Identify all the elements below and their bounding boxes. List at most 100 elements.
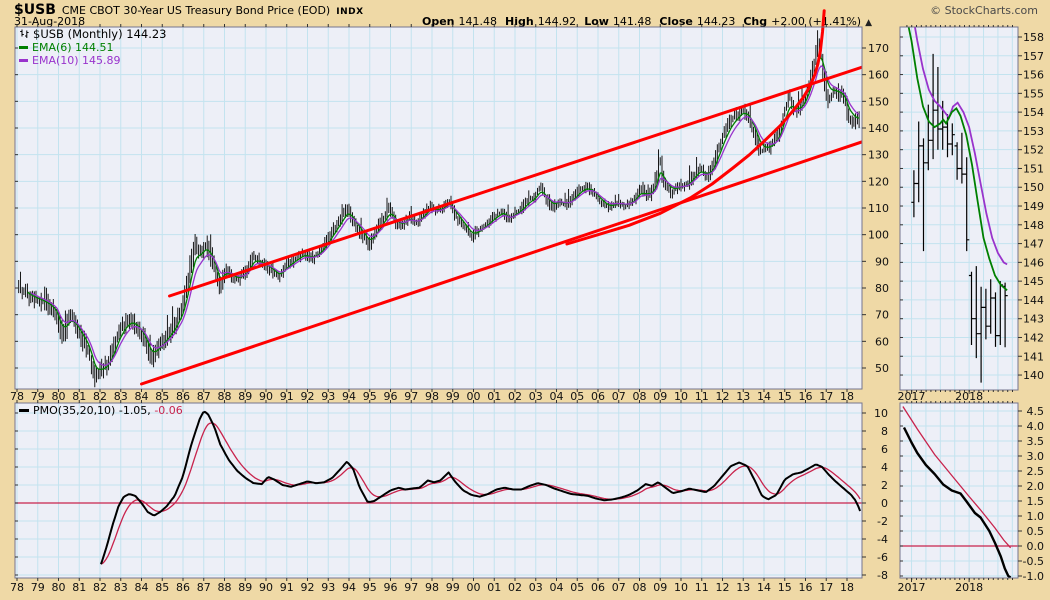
main-price-y-label: 160 <box>868 69 889 82</box>
pmo-legend-text: PMO(35,20,10) -1.05, <box>33 404 151 417</box>
x-year-label: 89 <box>238 581 252 594</box>
pmo-y-label: 6 <box>881 443 888 456</box>
x-year-label: 87 <box>197 390 211 403</box>
x-year-label: 11 <box>695 390 709 403</box>
inset-pmo-y-label: -1.0 <box>1023 570 1044 583</box>
main-price-y-label: 60 <box>875 335 889 348</box>
up-arrow-icon: ▲ <box>865 18 872 28</box>
x-year-label: 13 <box>736 581 750 594</box>
x-year-label: 88 <box>218 390 232 403</box>
inset-x-year-label: 2018 <box>955 390 983 403</box>
pmo-y-label: 10 <box>874 407 888 420</box>
inset-price-y-label: 145 <box>1023 275 1044 288</box>
ohlc-chart-type-icon <box>20 29 29 38</box>
x-year-label: 15 <box>778 390 792 403</box>
x-year-label: 90 <box>259 581 273 594</box>
pmo-y-label: -6 <box>877 551 888 564</box>
x-year-label: 85 <box>155 581 169 594</box>
x-year-label: 88 <box>218 581 232 594</box>
inset-pmo-signal-line <box>902 406 1012 549</box>
x-year-label: 84 <box>135 390 149 403</box>
x-year-label: 94 <box>342 581 356 594</box>
main-price-y-label: 130 <box>868 149 889 162</box>
main-price-y-label: 70 <box>875 309 889 322</box>
inset-price-y-label: 149 <box>1023 200 1044 213</box>
x-year-label: 07 <box>612 390 626 403</box>
x-year-label: 91 <box>280 390 294 403</box>
main-price-y-label: 120 <box>868 175 889 188</box>
x-year-label: 17 <box>819 581 833 594</box>
chart-title: CME CBOT 30-Year US Treasury Bond Price … <box>61 4 331 17</box>
x-year-label: 82 <box>93 390 107 403</box>
inset-price-y-label: 148 <box>1023 219 1044 232</box>
x-year-label: 14 <box>757 581 771 594</box>
inset-price-y-label: 150 <box>1023 181 1044 194</box>
x-year-label: 92 <box>301 390 315 403</box>
pmo-y-label: 2 <box>881 479 888 492</box>
pmo-y-label: -8 <box>877 569 888 582</box>
inset-x-year-label: 2017 <box>898 390 926 403</box>
inset-price-plot-border <box>899 26 1019 391</box>
ema10-line-swatch <box>19 58 28 62</box>
inset-pmo-plot-border <box>899 402 1019 579</box>
x-year-label: 98 <box>425 390 439 403</box>
legend-symbol-text: $USB (Monthly) 144.23 <box>33 27 167 41</box>
inset-pmo-y-label: 3.5 <box>1027 435 1045 448</box>
x-year-label: 05 <box>570 390 584 403</box>
x-year-label: 94 <box>342 390 356 403</box>
inset-pmo-line <box>902 426 1012 578</box>
main-price-y-label: 80 <box>875 282 889 295</box>
inset-ohlc-bars <box>911 53 1008 383</box>
pmo-signal-value: -0.06 <box>154 404 183 417</box>
inset-x-year-label: 2018 <box>955 581 983 594</box>
main-price-y-label: 170 <box>868 42 889 55</box>
inset-pmo-y-label: 0.0 <box>1027 540 1045 553</box>
pmo-legend: PMO(35,20,10) -1.05, -0.06 <box>19 404 183 417</box>
legend-symbol-row: $USB (Monthly) 144.23 <box>19 28 167 41</box>
pmo-y-label: 4 <box>881 461 888 474</box>
x-year-label: 03 <box>529 390 543 403</box>
x-year-label: 03 <box>529 581 543 594</box>
x-year-label: 13 <box>736 390 750 403</box>
x-year-label: 80 <box>52 390 66 403</box>
chg-value: +2.00 (+1.41%) <box>771 15 862 28</box>
lower-trendline <box>140 140 862 386</box>
inset-price-y-label: 158 <box>1023 31 1044 44</box>
ema10-line <box>30 65 860 366</box>
x-year-label: 83 <box>114 390 128 403</box>
exchange-tag: INDX <box>336 7 364 17</box>
inset-price-y-label: 140 <box>1023 369 1044 382</box>
x-year-label: 93 <box>321 390 335 403</box>
x-year-label: 12 <box>716 390 730 403</box>
x-year-label: 16 <box>799 390 813 403</box>
inset-pmo-y-label: 4.0 <box>1027 420 1045 433</box>
inset-pmo-y-label: 0.5 <box>1027 525 1045 538</box>
inset-price-y-label: 146 <box>1023 256 1044 269</box>
x-year-label: 02 <box>508 581 522 594</box>
inset-pmo-y-label: 1.0 <box>1027 510 1045 523</box>
pmo-y-label: 8 <box>881 425 888 438</box>
symbol-ticker: $USB <box>14 2 56 18</box>
x-year-label: 78 <box>10 390 24 403</box>
x-year-label: 06 <box>591 390 605 403</box>
x-year-label: 01 <box>487 581 501 594</box>
x-year-label: 89 <box>238 390 252 403</box>
inset-pmo-y-label: 3.0 <box>1027 450 1045 463</box>
x-year-label: 95 <box>363 390 377 403</box>
x-year-label: 83 <box>114 581 128 594</box>
low-label: Low <box>584 15 609 28</box>
open-value: 141.48 <box>458 15 498 28</box>
x-year-label: 11 <box>695 581 709 594</box>
inset-ema10-line <box>914 27 1008 266</box>
chart-date: 31-Aug-2018 <box>14 15 86 28</box>
x-year-label: 09 <box>653 581 667 594</box>
x-year-label: 12 <box>716 581 730 594</box>
quote-line: Open 141.48 High 144.92 Low 141.48 Close 144.23… <box>422 15 872 28</box>
inset-ema6-line <box>907 27 1008 291</box>
x-year-label: 86 <box>176 390 190 403</box>
inset-price-y-label: 154 <box>1023 106 1044 119</box>
open-label: Open <box>421 15 455 28</box>
inset-price-y-label: 156 <box>1023 69 1044 82</box>
inset-x-year-label: 2017 <box>898 581 926 594</box>
